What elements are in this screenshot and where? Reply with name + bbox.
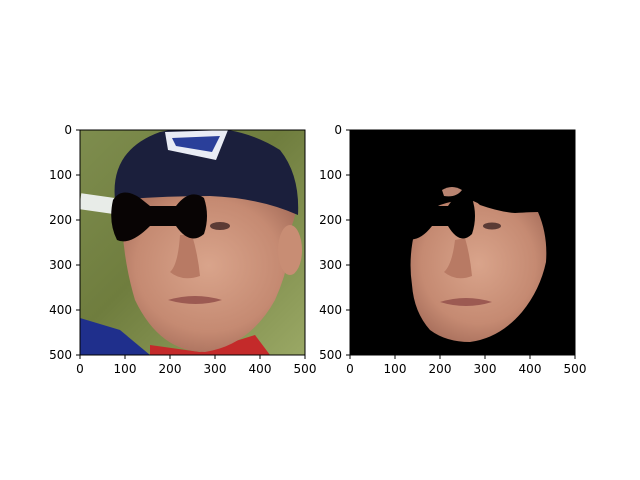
x-tick-label: 0 [346,362,354,376]
y-tick-label: 300 [319,258,342,272]
x-tick-label: 100 [384,362,407,376]
x-tick-label: 200 [429,362,452,376]
left-image-panel [80,130,305,355]
y-tick-label: 500 [49,348,72,362]
y-tick-label: 100 [319,168,342,182]
right-image-panel [350,130,575,355]
right-axes-frame [349,129,576,356]
y-tick-label: 200 [319,213,342,227]
masked-face-region [410,200,547,342]
mask-bowtie-cutout [397,193,475,240]
x-tick-label: 200 [159,362,182,376]
y-tick-label: 0 [64,123,72,137]
jersey-red [150,335,270,355]
occluder-bowtie [111,192,207,242]
jersey-blue [80,318,150,355]
x-tick-label: 0 [76,362,84,376]
x-tick-label: 300 [474,362,497,376]
ear [278,225,302,275]
y-tick-label: 200 [49,213,72,227]
x-tick-label: 500 [564,362,587,376]
left-axes: 0 100 200 300 400 500 0 100 200 300 400 500 [49,123,316,376]
y-tick-label: 400 [49,303,72,317]
y-tick-label: 400 [319,303,342,317]
forehead-patch [442,187,462,197]
masked-mouth [440,298,492,306]
right-axes: 0 100 200 300 400 500 0 100 200 300 400 500 [319,123,586,376]
face [121,195,296,352]
cap-logo-eagle [172,136,220,152]
y-tick-label: 300 [49,258,72,272]
left-axes-frame [79,129,306,356]
x-tick-label: 400 [519,362,542,376]
x-tick-label: 100 [114,362,137,376]
masked-eye [483,222,501,230]
cap [114,130,299,215]
x-tick-label: 400 [249,362,272,376]
mouth [168,296,222,304]
x-tick-label: 500 [294,362,317,376]
y-tick-label: 100 [49,168,72,182]
y-tick-label: 500 [319,348,342,362]
nose [170,235,200,279]
x-tick-label: 300 [204,362,227,376]
background-white-bar [80,193,121,215]
masked-nose [444,238,472,279]
right-eye [210,222,230,230]
y-tick-label: 0 [334,123,342,137]
